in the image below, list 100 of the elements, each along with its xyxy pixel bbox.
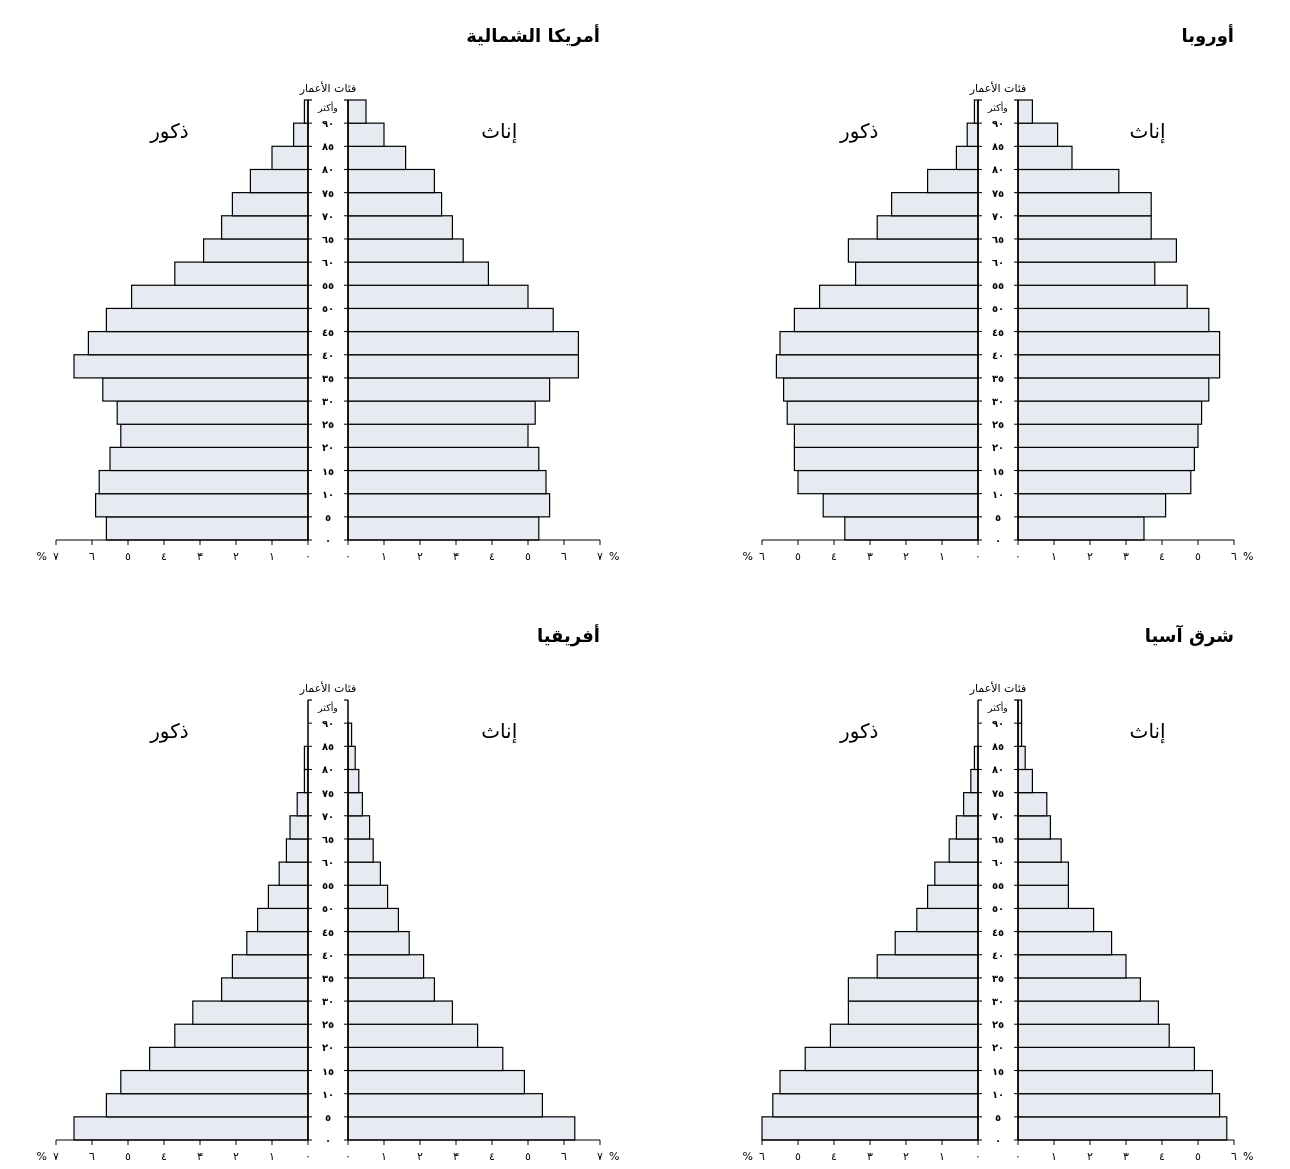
x-tick-label: ١ [381,1150,387,1163]
y-tick-label: ٥ [324,511,332,523]
text: ذكور [838,119,879,143]
y-tick-label: ٦٥ [991,233,1005,245]
text: وأكثر [317,101,338,113]
y-tick-label: ١٥ [321,465,335,477]
x-tick-label: ٥ [125,550,132,563]
text: وأكثر [317,701,338,713]
x-tick-label: ٢ [903,550,910,563]
y-tick-label: ٢٠ [321,1042,335,1054]
x-tick-label: ٢ [417,550,424,563]
x-tick-label: ٠ [1015,550,1021,563]
text: وأكثر [987,101,1008,113]
y-tick-label: ٣٠ [321,996,335,1008]
y-tick-label: ٧٠ [991,210,1005,222]
x-tick-label: ٠ [345,550,351,563]
x-tick-label: ٢ [233,550,240,563]
y-tick-label: ٩٠ [321,718,335,730]
y-tick-label: ٢٠ [991,1042,1005,1054]
x-tick-label: ١ [269,1150,275,1163]
y-tick-label: ٢٥ [321,419,335,431]
x-tick-label: ٦ [759,1150,766,1163]
chart-title: شرق آسيا [1144,624,1234,647]
y-tick-label: ٥٥ [321,280,335,292]
y-tick-label: ٤٥ [321,326,335,338]
x-tick-label: ٣ [1123,1150,1130,1163]
x-tick-label: ٤ [489,1150,496,1163]
x-tick-label: ٢ [1087,550,1094,563]
y-tick-label: ٧٠ [321,810,335,822]
y-tick-label: ٣٥ [991,372,1005,384]
x-tick-label: ٥ [795,550,802,563]
y-tick-label: ٣٥ [991,972,1005,984]
x-tick-label: ٦ [561,550,568,563]
x-tick-label: ٥ [525,550,532,563]
y-tick-label: ٣٥ [321,972,335,984]
y-tick-label: ٤٥ [321,926,335,938]
x-axis-title: % [36,1150,47,1163]
y-tick-label: ٨٠ [321,164,335,176]
y-tick-label: ٦٠ [991,257,1005,269]
y-tick-label: ٥ [994,511,1002,523]
y-tick-label: ٧٥ [321,787,335,799]
text: إناث [481,119,518,144]
x-tick-label: ١ [381,550,387,563]
x-tick-label: ٠ [345,1150,351,1163]
text: وأكثر [987,701,1008,713]
x-axis-title: % [609,1150,620,1163]
y-axis-title: فئات الأعمار [298,81,357,95]
x-tick-label: ٢ [903,1150,910,1163]
x-tick-label: ٣ [1123,550,1130,563]
y-tick-label: ٨٥ [991,741,1005,753]
x-tick-label: ٥ [525,1150,532,1163]
y-tick-label: ٨٥ [991,141,1005,153]
y-tick-label: ٢٠ [321,442,335,454]
x-tick-label: ٢ [233,1150,240,1163]
y-tick-label: ٣٠ [991,996,1005,1008]
text: ذكور [149,719,189,743]
y-tick-label: ٧٥ [991,787,1005,799]
y-tick-label: ٩٠ [991,718,1005,730]
y-tick-label: ٦٠ [321,857,335,869]
y-tick-label: ٤٠ [991,949,1005,961]
chart-title: أمريكا الشمالية [466,24,600,47]
y-tick-label: ١٠ [991,1088,1005,1100]
x-axis-title: % [742,550,753,563]
y-tick-label: ٥ [994,1111,1002,1123]
x-tick-label: ٦ [1231,550,1238,563]
x-tick-label: ٦ [561,1150,568,1163]
y-tick-label: ٩٠ [991,118,1005,130]
y-tick-label: ٥٥ [991,880,1005,892]
x-axis-title: % [742,1150,753,1163]
x-tick-label: ٤ [1159,1150,1166,1163]
y-tick-label: ٨٠ [321,764,335,776]
y-axis-title: فئات الأعمار [968,681,1027,695]
x-tick-label: ٤ [831,550,838,563]
y-tick-label: ٢٠ [991,442,1005,454]
y-tick-label: ٥٠ [321,903,335,915]
y-tick-label: ٨٥ [321,141,335,153]
chart-title: أوروبا [1181,24,1234,47]
y-tick-label: ١٠ [321,488,335,500]
x-tick-label: ٣ [453,550,460,563]
x-tick-label: ٢ [1087,1150,1094,1163]
series-label: إناث [1129,119,1166,144]
x-axis-title: % [36,550,47,563]
y-tick-label: ٥٠ [991,903,1005,915]
x-tick-label: ١ [939,1150,945,1163]
text: ذكور [149,119,189,143]
y-axis-title: فئات الأعمار [298,681,357,695]
y-tick-label: ٧٥ [991,187,1005,199]
x-tick-label: ٠ [975,550,981,563]
y-tick-label: ٤٥ [991,326,1005,338]
y-axis-title: فئات الأعمار [968,81,1027,95]
y-tick-label: ٤٥ [991,926,1005,938]
y-tick-label: ٩٠ [321,118,335,130]
y-tick-label: ١٠ [991,488,1005,500]
y-tick-label: ٢٥ [321,1019,335,1031]
x-tick-label: ٧ [53,550,60,563]
y-tick-label: ٥٠ [991,303,1005,315]
y-tick-label: ٢٥ [991,1019,1005,1031]
y-tick-label: ٥٥ [991,280,1005,292]
y-tick-label: ٨٠ [991,764,1005,776]
y-tick-label: ٣٥ [321,372,335,384]
